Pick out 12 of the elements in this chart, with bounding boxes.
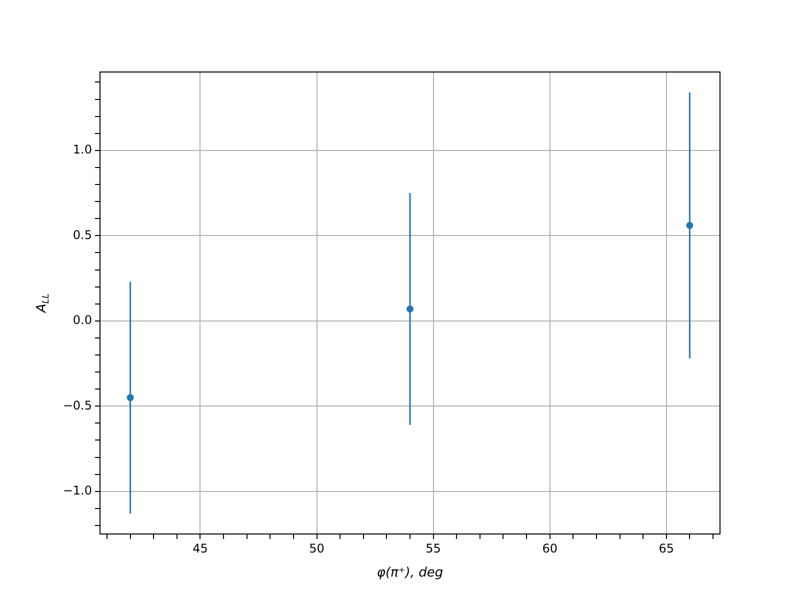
y-tick-label: 0.0 [72, 313, 92, 328]
y-tick-label: −1.0 [62, 484, 92, 498]
x-tick-label: 55 [426, 541, 441, 556]
x-tick-label: 50 [309, 541, 324, 556]
y-tick-label: −0.5 [62, 398, 92, 412]
y-tick-label: 1.0 [72, 142, 92, 157]
y-tick-label: 0.5 [72, 228, 92, 242]
x-tick-label: 60 [542, 541, 558, 556]
x-axis-title: φ(π⁺), deg [376, 565, 444, 580]
y-axis-title: ALL [34, 293, 52, 314]
x-tick-label: 45 [192, 541, 208, 556]
x-tick-label: 65 [658, 541, 674, 556]
